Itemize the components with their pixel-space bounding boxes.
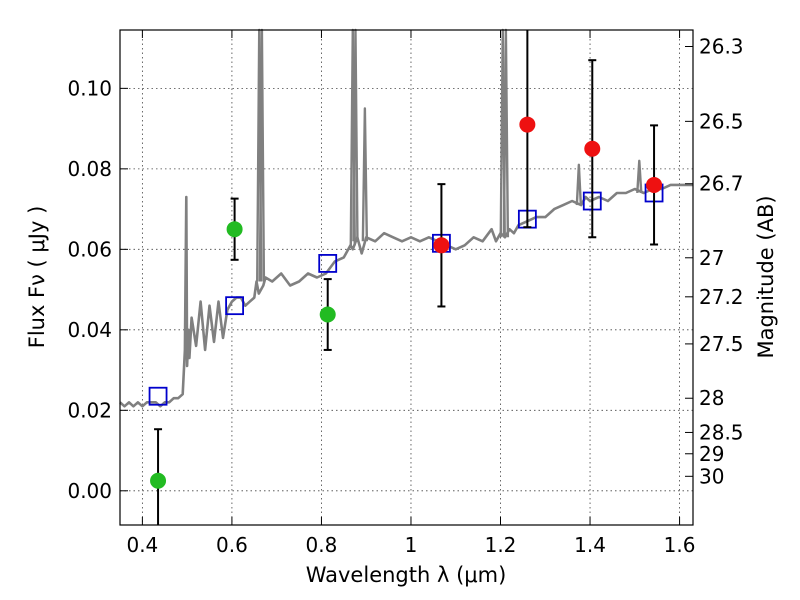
x-tick-label: 1 [405,533,418,557]
plot-frame [119,29,694,526]
spectrum-layer [119,28,693,408]
y-tick-label: 0.02 [67,398,112,422]
x-tick-label: 1.2 [485,533,517,557]
y2-axis-title: Magnitude (AB) [754,195,778,358]
observed-flux-point [433,237,450,254]
x-tick-label: 1.4 [574,533,606,557]
mag-tick-label: 27.2 [699,285,744,309]
mag-tick-label: 26.5 [699,109,744,133]
mag-tick-label: 28.5 [699,420,744,444]
mag-tick-label: 27 [699,246,724,270]
x-tick-label: 0.6 [216,533,248,557]
mag-tick-label: 26.3 [699,35,744,59]
model-flux-square [318,254,338,273]
y-tick-label: 0.00 [67,479,112,503]
y-tick-label: 0.08 [67,157,112,181]
y-tick-label: 0.06 [67,237,112,261]
emission-line-spike [502,28,510,238]
x-tick-label: 0.8 [306,533,338,557]
mag-tick-label: 30 [699,464,724,488]
observed-flux-point [319,306,336,323]
observed-flux-point [150,472,167,489]
emission-line-spike [636,159,643,194]
grid-lines [120,30,693,525]
mag-tick-label: 28 [699,386,724,410]
emission-line-spike [361,107,369,242]
marker-layer [148,30,664,525]
y-tick-label: 0.10 [67,76,112,100]
mag-tick-label: 27.5 [699,332,744,356]
x-tick-label: 1.6 [664,533,696,557]
mag-tick-label: 26.7 [699,172,744,196]
spectrum-line [119,183,693,408]
x-tick-label: 0.4 [126,533,158,557]
y-axis-title: Flux Fν ( μJy ) [25,206,49,349]
emission-line-spike [575,163,583,206]
x-axis-title: Wavelength λ (μm) [306,563,507,587]
tick-layer: 0.4 0.6 0.8 1 1.2 1.4 1.6 0.00 0.02 0.04 0.06 0.08 0… [67,30,744,557]
observed-flux-point [226,221,243,238]
model-flux-square [225,296,245,316]
mag-tick-label: 29 [699,442,724,466]
observed-flux-point [646,176,663,193]
observed-flux-point [519,116,536,133]
model-flux-square [148,386,168,406]
observed-flux-point [584,140,601,157]
y-tick-label: 0.04 [67,318,112,342]
